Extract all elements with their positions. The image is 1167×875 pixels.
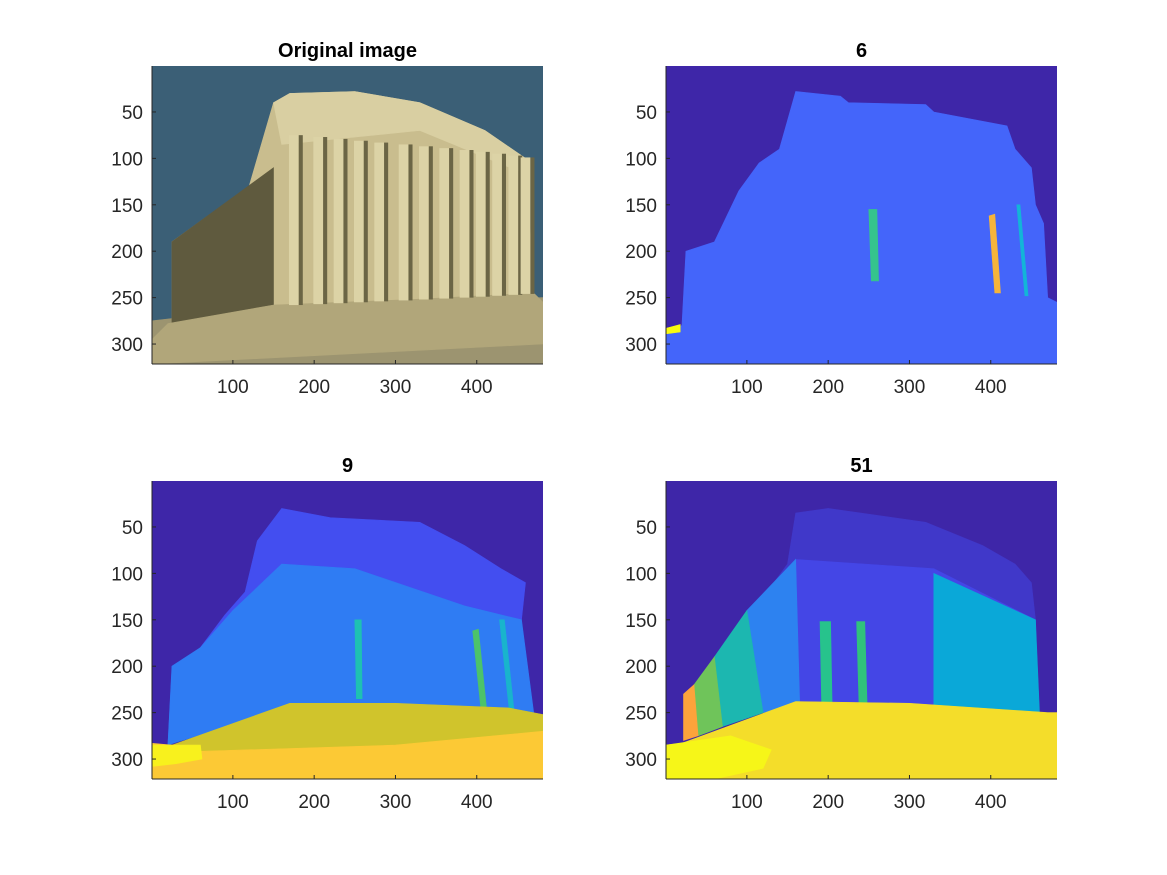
y-tick-label: 300	[111, 335, 143, 356]
subplot-original-image: 100 200 300 400 50 100 150 200 250 300 Original im…	[111, 40, 543, 398]
segment-ground-light	[152, 744, 203, 767]
y-tick-label: 150	[625, 611, 657, 632]
temple-column	[313, 137, 324, 305]
subplot-51-segments: 100 200 300 400 50 100 150 200 250 300 51	[625, 455, 1057, 813]
subplot-title: 51	[850, 455, 872, 477]
y-tick-label: 300	[625, 335, 657, 356]
subplot-title: 6	[856, 40, 867, 62]
x-tick-label: 300	[380, 377, 412, 398]
y-tick-label: 100	[111, 564, 143, 585]
subplot-9-segments: 100 200 300 400 50 100 150 200 250 300 9	[111, 455, 543, 813]
x-tick-label: 300	[894, 377, 926, 398]
segment-column-a	[819, 621, 833, 709]
x-tick-label: 200	[812, 792, 844, 813]
x-tick-label: 200	[812, 377, 844, 398]
y-tick-label: 50	[122, 103, 143, 124]
segment-column-a	[868, 209, 879, 282]
x-tick-label: 400	[461, 377, 493, 398]
column-shadow	[530, 157, 535, 294]
y-tick-label: 50	[636, 103, 657, 124]
subplot-6-segments: 100 200 300 400 50 100 150 200 250 300 6	[625, 40, 1057, 398]
temple-column	[508, 155, 519, 295]
x-tick-label: 400	[975, 792, 1007, 813]
image-content	[152, 481, 543, 779]
column-shadow	[408, 144, 413, 301]
segment-main	[666, 91, 1057, 364]
temple-column	[419, 146, 429, 300]
temple-column	[333, 138, 344, 304]
y-tick-label: 200	[111, 657, 143, 678]
y-tick-label: 150	[625, 196, 657, 217]
y-tick-label: 150	[111, 196, 143, 217]
temple-column	[439, 148, 450, 299]
column-shadow	[518, 155, 523, 295]
x-tick-label: 400	[461, 792, 493, 813]
x-tick-label: 100	[217, 377, 249, 398]
column-shadow	[501, 153, 507, 296]
x-tick-label: 100	[217, 792, 249, 813]
y-tick-label: 100	[111, 149, 143, 170]
y-tick-label: 50	[122, 518, 143, 539]
column-shadow	[363, 140, 368, 303]
y-tick-label: 200	[625, 242, 657, 263]
image-content	[666, 481, 1057, 779]
segment-body-orange	[683, 684, 699, 741]
segment-corner	[666, 324, 681, 335]
y-tick-label: 250	[111, 289, 143, 310]
subplot-title: Original image	[278, 40, 417, 62]
temple-column	[492, 153, 502, 296]
segment-column-b	[988, 213, 1001, 294]
y-tick-label: 50	[636, 518, 657, 539]
image-content	[666, 66, 1057, 364]
temple-column	[398, 144, 409, 301]
subplot-title: 9	[342, 455, 353, 477]
column-shadow	[298, 135, 303, 306]
x-tick-label: 300	[894, 792, 926, 813]
column-shadow	[323, 137, 328, 305]
x-tick-label: 200	[298, 377, 330, 398]
temple-column	[374, 142, 385, 302]
x-tick-label: 300	[380, 792, 412, 813]
y-tick-label: 300	[111, 750, 143, 771]
temple-column	[288, 135, 299, 306]
column-shadow	[469, 150, 474, 298]
temple-column	[354, 140, 364, 303]
column-shadow	[343, 138, 348, 304]
y-tick-label: 150	[111, 611, 143, 632]
temple-column	[459, 150, 470, 298]
x-tick-label: 100	[731, 792, 763, 813]
y-tick-label: 100	[625, 564, 657, 585]
temple-column	[475, 151, 486, 297]
y-tick-label: 300	[625, 750, 657, 771]
x-tick-label: 200	[298, 792, 330, 813]
temple-column	[520, 157, 531, 294]
y-tick-label: 200	[625, 657, 657, 678]
segment-column-c	[1016, 204, 1029, 297]
column-shadow	[428, 146, 433, 300]
column-shadow	[485, 151, 490, 297]
y-tick-label: 250	[625, 289, 657, 310]
segment-ground-light	[666, 735, 772, 779]
roof-edge	[273, 91, 526, 173]
x-tick-label: 400	[975, 377, 1007, 398]
y-tick-label: 100	[625, 149, 657, 170]
y-tick-label: 250	[625, 704, 657, 725]
segment-column-a	[354, 619, 363, 700]
y-tick-label: 200	[111, 242, 143, 263]
image-content	[152, 66, 543, 364]
column-shadow	[384, 142, 389, 302]
column-shadow	[449, 148, 454, 299]
x-tick-label: 100	[731, 377, 763, 398]
y-tick-label: 250	[111, 704, 143, 725]
